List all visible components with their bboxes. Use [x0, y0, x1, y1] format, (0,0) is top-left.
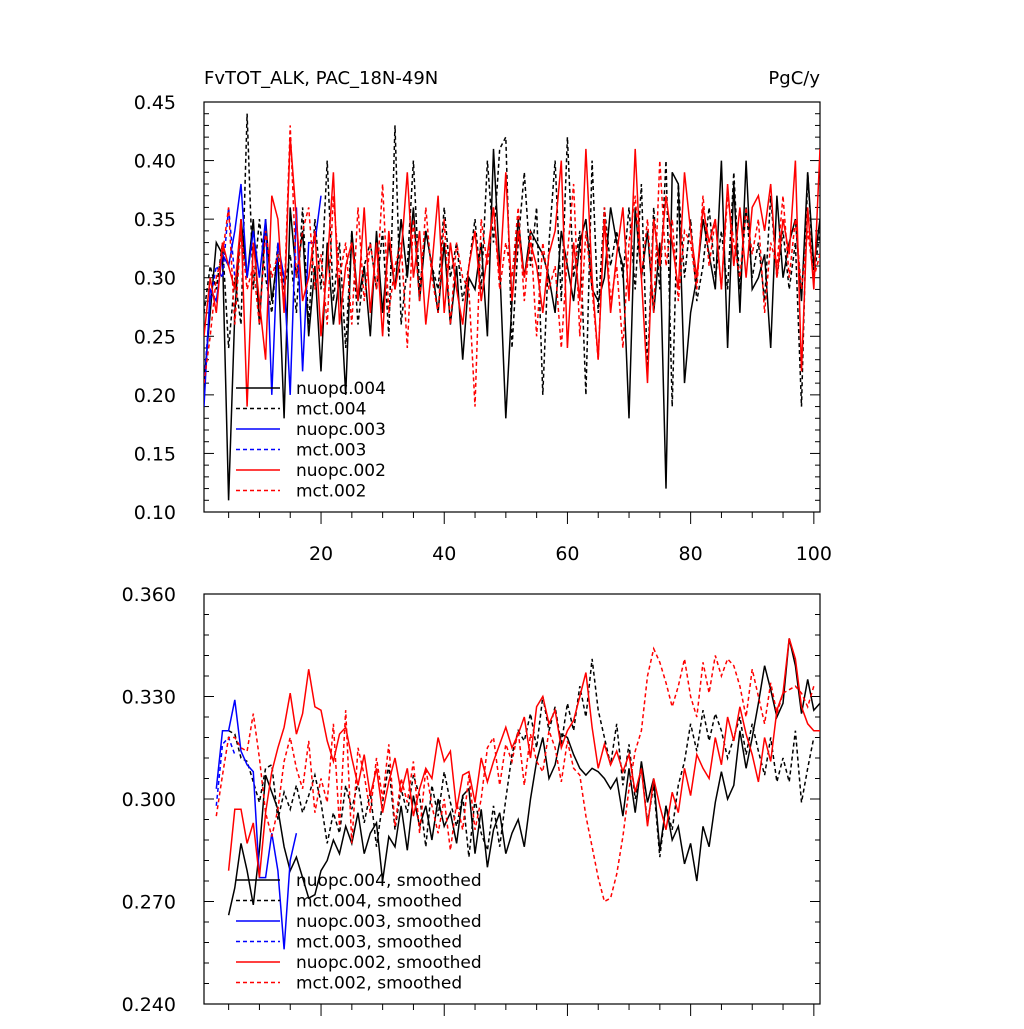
y-tick-label: 0.240	[122, 994, 176, 1016]
y-tick-label: 0.270	[122, 892, 176, 914]
x-tick-label: 40	[432, 543, 456, 565]
legend-label: mct.002	[296, 482, 366, 502]
y-tick-label: 0.25	[134, 326, 176, 348]
series-line-nuopc-004-smoothed	[227, 638, 820, 916]
x-tick-label: 20	[309, 543, 333, 565]
chart-title: FvTOT_ALK, PAC_18N-49N	[204, 68, 438, 89]
series-line-mct-002-smoothed	[215, 646, 815, 903]
series-line-nuopc-003-smoothed	[215, 699, 298, 950]
bottom-panel: 0.240 0.270 0.300 0.330 0.360 nuopc.004, smoo…	[122, 584, 821, 1016]
series-line-nuopc-002-smoothed	[227, 638, 820, 878]
series-line-mct-004	[204, 113, 820, 407]
series-group	[215, 638, 820, 950]
legend-label: nuopc.003, smoothed	[296, 912, 482, 932]
legend-label: mct.003, smoothed	[296, 933, 462, 953]
x-tick-label: 80	[679, 543, 703, 565]
legend-label: mct.004, smoothed	[296, 892, 462, 912]
legend: nuopc.004mct.004nuopc.003mct.003nuopc.00…	[236, 379, 386, 502]
legend-label: nuopc.002, smoothed	[296, 953, 482, 973]
legend-label: mct.003	[296, 441, 366, 461]
series-line-mct-003-smoothed	[215, 736, 236, 806]
series-group	[204, 113, 820, 501]
legend-label: mct.002, smoothed	[296, 974, 462, 994]
x-tick-label: 60	[555, 543, 579, 565]
series-line-nuopc-002	[204, 137, 820, 407]
series-line-mct-004-smoothed	[228, 658, 815, 858]
legend-label: mct.004	[296, 400, 366, 420]
top-panel: 0.10 0.15 0.20 0.25 0.30 0.35 0.40 0.45 20 40 60 80…	[134, 92, 832, 565]
y-tick-label: 0.30	[134, 268, 176, 290]
y-tick-label: 0.360	[122, 584, 176, 606]
y-tick-label: 0.10	[134, 502, 176, 524]
legend-label: nuopc.004	[296, 379, 386, 399]
legend-label: nuopc.004, smoothed	[296, 871, 482, 891]
y-tick-label: 0.40	[134, 151, 176, 173]
y-tick-label: 0.330	[122, 687, 176, 709]
chart-units: PgC/y	[768, 68, 820, 89]
y-tick-label: 0.35	[134, 209, 176, 231]
plot-frame	[203, 101, 821, 513]
y-tick-label: 0.20	[134, 385, 176, 407]
legend-label: nuopc.003	[296, 420, 386, 440]
x-tick-label: 100	[796, 543, 832, 565]
series-line-mct-002	[204, 125, 820, 407]
series-line-nuopc-003	[204, 183, 322, 407]
y-tick-label: 0.15	[134, 443, 176, 465]
y-tick-label: 0.300	[122, 789, 176, 811]
y-tick-label: 0.45	[134, 92, 176, 114]
legend-label: nuopc.002	[296, 461, 386, 481]
